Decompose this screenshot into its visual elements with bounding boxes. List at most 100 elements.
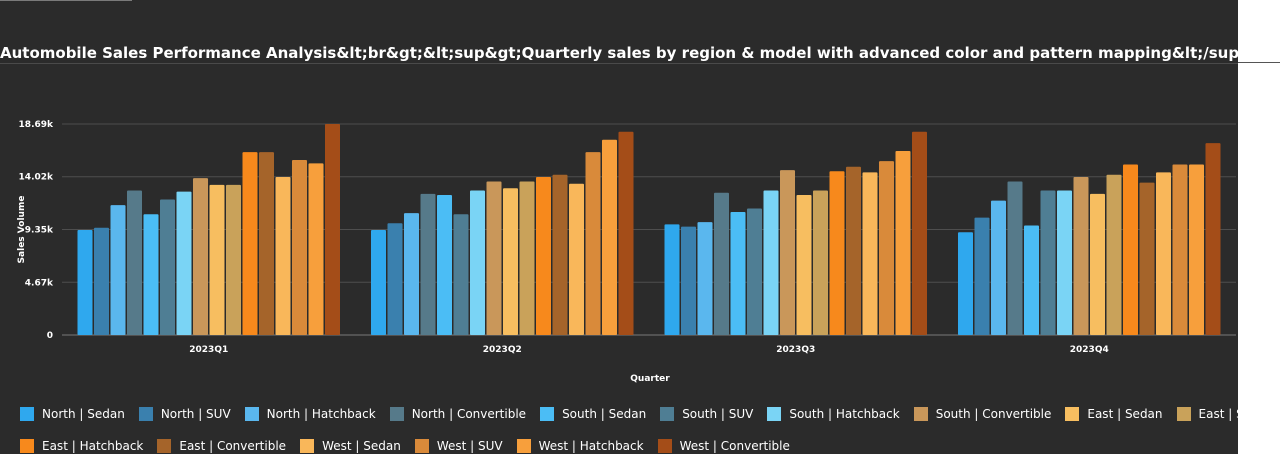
bar	[453, 214, 469, 335]
legend-item[interactable]: South | SUV	[660, 407, 753, 421]
bar	[895, 150, 911, 335]
bar	[1040, 190, 1056, 335]
legend-item[interactable]: West | Sedan	[300, 439, 401, 453]
legend-item[interactable]: South | Sedan	[540, 407, 646, 421]
legend-swatch	[389, 407, 404, 421]
bar	[160, 199, 175, 335]
legend-swatch	[20, 439, 34, 453]
legend-label: North | Hatchback	[266, 407, 376, 421]
bar	[371, 230, 386, 335]
bar	[1123, 164, 1138, 335]
legend-item[interactable]: West | Hatchback	[516, 439, 644, 453]
bar	[387, 223, 403, 335]
legend-swatch	[244, 407, 259, 421]
y-tick-label: 9.35k	[25, 225, 54, 235]
legend-swatch	[138, 407, 153, 421]
legend-item[interactable]: North | Hatchback	[244, 407, 376, 421]
bar	[143, 214, 159, 335]
bar	[127, 190, 142, 335]
bar	[879, 161, 894, 335]
bar	[1007, 181, 1023, 335]
legend-label: North | Sedan	[42, 407, 125, 421]
bar	[1205, 143, 1221, 335]
legend-swatch	[540, 407, 555, 421]
bar	[1057, 190, 1072, 335]
bar	[259, 152, 274, 335]
legend-swatch	[767, 407, 782, 421]
bar	[763, 190, 779, 335]
y-tick-label: 14.02k	[19, 173, 54, 183]
legend-label: East | Hatchback	[42, 439, 144, 453]
bar	[176, 191, 192, 335]
divider	[1238, 62, 1280, 63]
bar	[404, 213, 419, 335]
bar	[1024, 225, 1039, 335]
top-tab-edge	[0, 0, 132, 1]
legend-row: North | Sedan North | SUV North | Hatchbac…	[20, 398, 1261, 430]
bar	[829, 171, 845, 335]
bar	[958, 232, 973, 335]
legend-label: West | Hatchback	[538, 439, 644, 453]
legend-swatch	[516, 439, 531, 453]
bar	[275, 176, 291, 335]
legend: North | Sedan North | SUV North | Hatchbac…	[20, 398, 1261, 462]
bar	[209, 184, 225, 335]
bar	[796, 195, 812, 335]
bar	[110, 205, 126, 335]
bar	[1090, 193, 1105, 335]
legend-label: North | Convertible	[411, 407, 527, 421]
legend-item[interactable]: North | Convertible	[389, 407, 527, 421]
x-tick-label: 2023Q1	[189, 345, 228, 355]
bars	[77, 124, 1221, 335]
legend-item[interactable]: East | Convertible	[157, 439, 286, 453]
legend-label: South | Convertible	[935, 407, 1052, 421]
bar	[618, 131, 634, 335]
legend-item[interactable]: East | SUV	[1176, 407, 1261, 421]
bar	[585, 152, 601, 335]
legend-swatch	[157, 439, 172, 453]
bar	[974, 217, 990, 335]
legend-item[interactable]: West | SUV	[414, 439, 503, 453]
legend-label: West | SUV	[436, 439, 503, 453]
bar	[519, 181, 535, 335]
legend-item[interactable]: South | Hatchback	[767, 407, 900, 421]
legend-swatch	[20, 407, 34, 421]
legend-swatch	[300, 439, 315, 453]
legend-item[interactable]: East | Sedan	[1065, 407, 1163, 421]
legend-label: East | Convertible	[179, 439, 287, 453]
legend-label: West | Convertible	[679, 439, 790, 453]
legend-label: West | Sedan	[322, 439, 401, 453]
legend-label: North | SUV	[160, 407, 231, 421]
bar	[77, 230, 93, 335]
legend-label: East | SUV	[1198, 407, 1261, 421]
bar	[94, 227, 109, 335]
bar	[1156, 172, 1171, 335]
bar	[1139, 182, 1155, 335]
legend-swatch	[414, 439, 429, 453]
x-tick-label: 2023Q2	[483, 345, 522, 355]
legend-item[interactable]: South | Convertible	[913, 407, 1052, 421]
title-divider	[0, 63, 1238, 64]
legend-item[interactable]: West | Convertible	[657, 439, 790, 453]
y-axis-title: Sales Volume	[17, 196, 27, 264]
legend-swatch	[660, 407, 675, 421]
legend-label: East | Sedan	[1087, 407, 1163, 421]
bar	[242, 152, 258, 335]
bar	[912, 131, 927, 335]
bar	[308, 163, 324, 335]
legend-swatch	[913, 407, 928, 421]
bar	[569, 183, 584, 335]
bar	[437, 195, 452, 335]
legend-item[interactable]: North | Sedan	[20, 407, 125, 421]
bar	[503, 188, 518, 335]
gridlines	[62, 123, 1236, 336]
x-tick-label: 2023Q4	[1070, 345, 1109, 355]
legend-item[interactable]: North | SUV	[138, 407, 231, 421]
bar	[1189, 164, 1204, 335]
legend-label: South | Sedan	[562, 407, 647, 421]
bar	[602, 139, 617, 335]
legend-swatch	[1176, 407, 1191, 421]
legend-item[interactable]: East | Hatchback	[20, 439, 143, 453]
bar	[325, 124, 340, 335]
bar	[664, 224, 680, 335]
